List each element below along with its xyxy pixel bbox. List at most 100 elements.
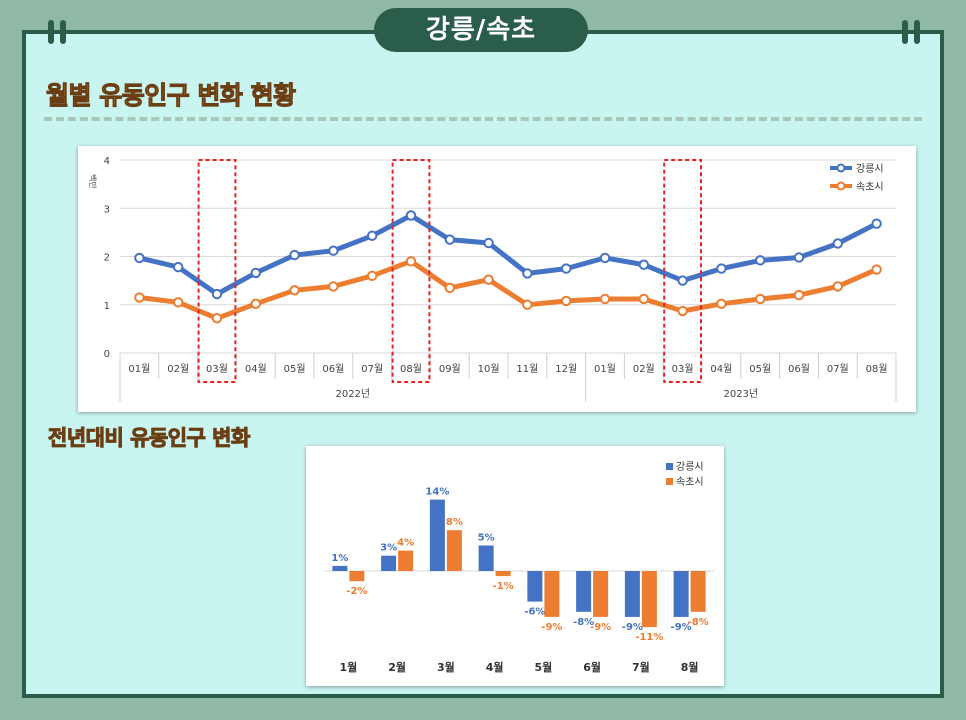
- data-point: [793, 252, 805, 263]
- data-point: [716, 263, 727, 274]
- x-tick-label: 07월: [361, 363, 383, 375]
- bar-sokcho: [593, 571, 609, 617]
- data-point: [677, 305, 688, 317]
- line-chart-card: 0 1 2 3 4 백만 01월 02월 03월 04월 05월 06월 07월 08월 09월 10월 11월…: [78, 146, 916, 412]
- data-point: [211, 288, 223, 300]
- y-tick-label: 4: [104, 156, 110, 167]
- x-tick-label: 04월: [245, 363, 267, 375]
- data-point: [134, 292, 145, 303]
- data-label: 1%: [331, 553, 348, 564]
- x-tick-label: 08월: [400, 363, 422, 375]
- x-tick-label: 03월: [672, 363, 694, 375]
- series-line-gangneung: [138, 213, 878, 297]
- bar-sokcho: [641, 571, 657, 628]
- data-point: [211, 313, 223, 324]
- data-label: -9%: [622, 622, 643, 633]
- data-label: 5%: [478, 533, 495, 544]
- data-label: -2%: [346, 586, 367, 597]
- data-point: [561, 295, 572, 307]
- y-tick-label: 2: [104, 253, 110, 264]
- x-tick-label: 02월: [633, 363, 655, 375]
- highlight-box: [663, 159, 703, 383]
- section-title-monthly: 월별 유동인구 변화 현황: [46, 81, 297, 111]
- data-label: 4%: [397, 538, 414, 549]
- x-tick-label: 04월: [710, 363, 732, 375]
- x-tick-label: 05월: [284, 363, 306, 375]
- y-tick-label: 1: [104, 301, 110, 312]
- y-axis-label: 백만: [88, 174, 98, 189]
- frame-tick-mark: [48, 20, 54, 44]
- section-divider: [44, 117, 922, 121]
- year-group-label: 2022년: [335, 388, 370, 400]
- x-tick-label: 01월: [128, 363, 150, 375]
- data-point: [444, 234, 455, 245]
- data-point: [561, 263, 572, 274]
- bar-gangneung: [429, 499, 445, 571]
- x-tick-label: 09월: [439, 363, 461, 375]
- x-tick-label: 4월: [486, 660, 504, 674]
- data-point: [638, 259, 649, 270]
- x-tick-label: 11월: [516, 363, 538, 375]
- page-title-tab: 강릉/속초: [374, 8, 588, 52]
- bar-gangneung: [527, 571, 543, 602]
- data-label: -11%: [635, 632, 663, 643]
- data-point: [173, 297, 184, 308]
- data-label: -9%: [541, 622, 562, 633]
- data-label: -8%: [688, 617, 709, 628]
- x-tick-label: 08월: [866, 363, 888, 375]
- bar-sokcho: [446, 530, 462, 571]
- series-line-sokcho: [139, 258, 878, 321]
- frame-tick-mark: [914, 20, 920, 44]
- data-point: [250, 298, 262, 309]
- bar-gangneung: [332, 565, 348, 571]
- highlight-box: [197, 159, 237, 383]
- x-tick-label: 8월: [681, 660, 699, 674]
- data-point: [755, 293, 766, 305]
- bar-sokcho: [690, 571, 706, 612]
- data-point: [289, 249, 300, 261]
- x-tick-label: 5월: [534, 660, 552, 674]
- data-point: [832, 281, 843, 292]
- data-point: [832, 238, 843, 249]
- bar-gangneung: [624, 571, 640, 617]
- x-tick-label: 07월: [827, 363, 849, 375]
- legend-swatch: [666, 463, 673, 470]
- data-point: [599, 252, 611, 264]
- year-group-label: 2023년: [723, 388, 758, 400]
- data-label: -9%: [590, 622, 611, 633]
- data-label: 8%: [446, 517, 463, 528]
- bar-chart: 1%-2%1월3% 4%2월14%8%3월5%-1%4월-6%-9%5월-8%-9…: [324, 461, 714, 674]
- data-point: [483, 237, 494, 249]
- data-point: [871, 264, 882, 275]
- bar-gangneung: [381, 555, 397, 571]
- data-point: [677, 275, 688, 286]
- data-point: [755, 255, 766, 266]
- data-label: -9%: [671, 622, 692, 633]
- x-tick-label: 02월: [167, 363, 189, 375]
- x-tick-label: 06월: [788, 363, 810, 375]
- legend-swatch: [666, 478, 673, 485]
- data-point: [367, 230, 378, 241]
- section-title-yoy: 전년대비 유동인구 변화: [48, 426, 251, 451]
- data-point: [793, 289, 805, 301]
- bar-sokcho: [495, 571, 511, 577]
- data-point: [173, 261, 184, 273]
- data-point: [250, 267, 262, 279]
- data-point: [328, 281, 339, 292]
- x-tick-label: 10월: [478, 363, 500, 375]
- data-label: -1%: [493, 581, 514, 592]
- data-point: [134, 252, 145, 264]
- data-point: [599, 293, 611, 305]
- data-point: [289, 285, 300, 296]
- x-tick-label: 06월: [322, 363, 344, 375]
- data-point: [638, 293, 649, 305]
- bar-gangneung: [576, 571, 592, 612]
- x-tick-label: 05월: [749, 363, 771, 375]
- data-point: [405, 210, 417, 221]
- data-label: -8%: [573, 617, 594, 628]
- legend-label: 속초시: [676, 476, 704, 488]
- bar-sokcho: [398, 550, 414, 571]
- frame-tick-mark: [60, 20, 66, 44]
- data-label: 3%: [380, 543, 397, 554]
- x-tick-label: 3월: [437, 660, 455, 674]
